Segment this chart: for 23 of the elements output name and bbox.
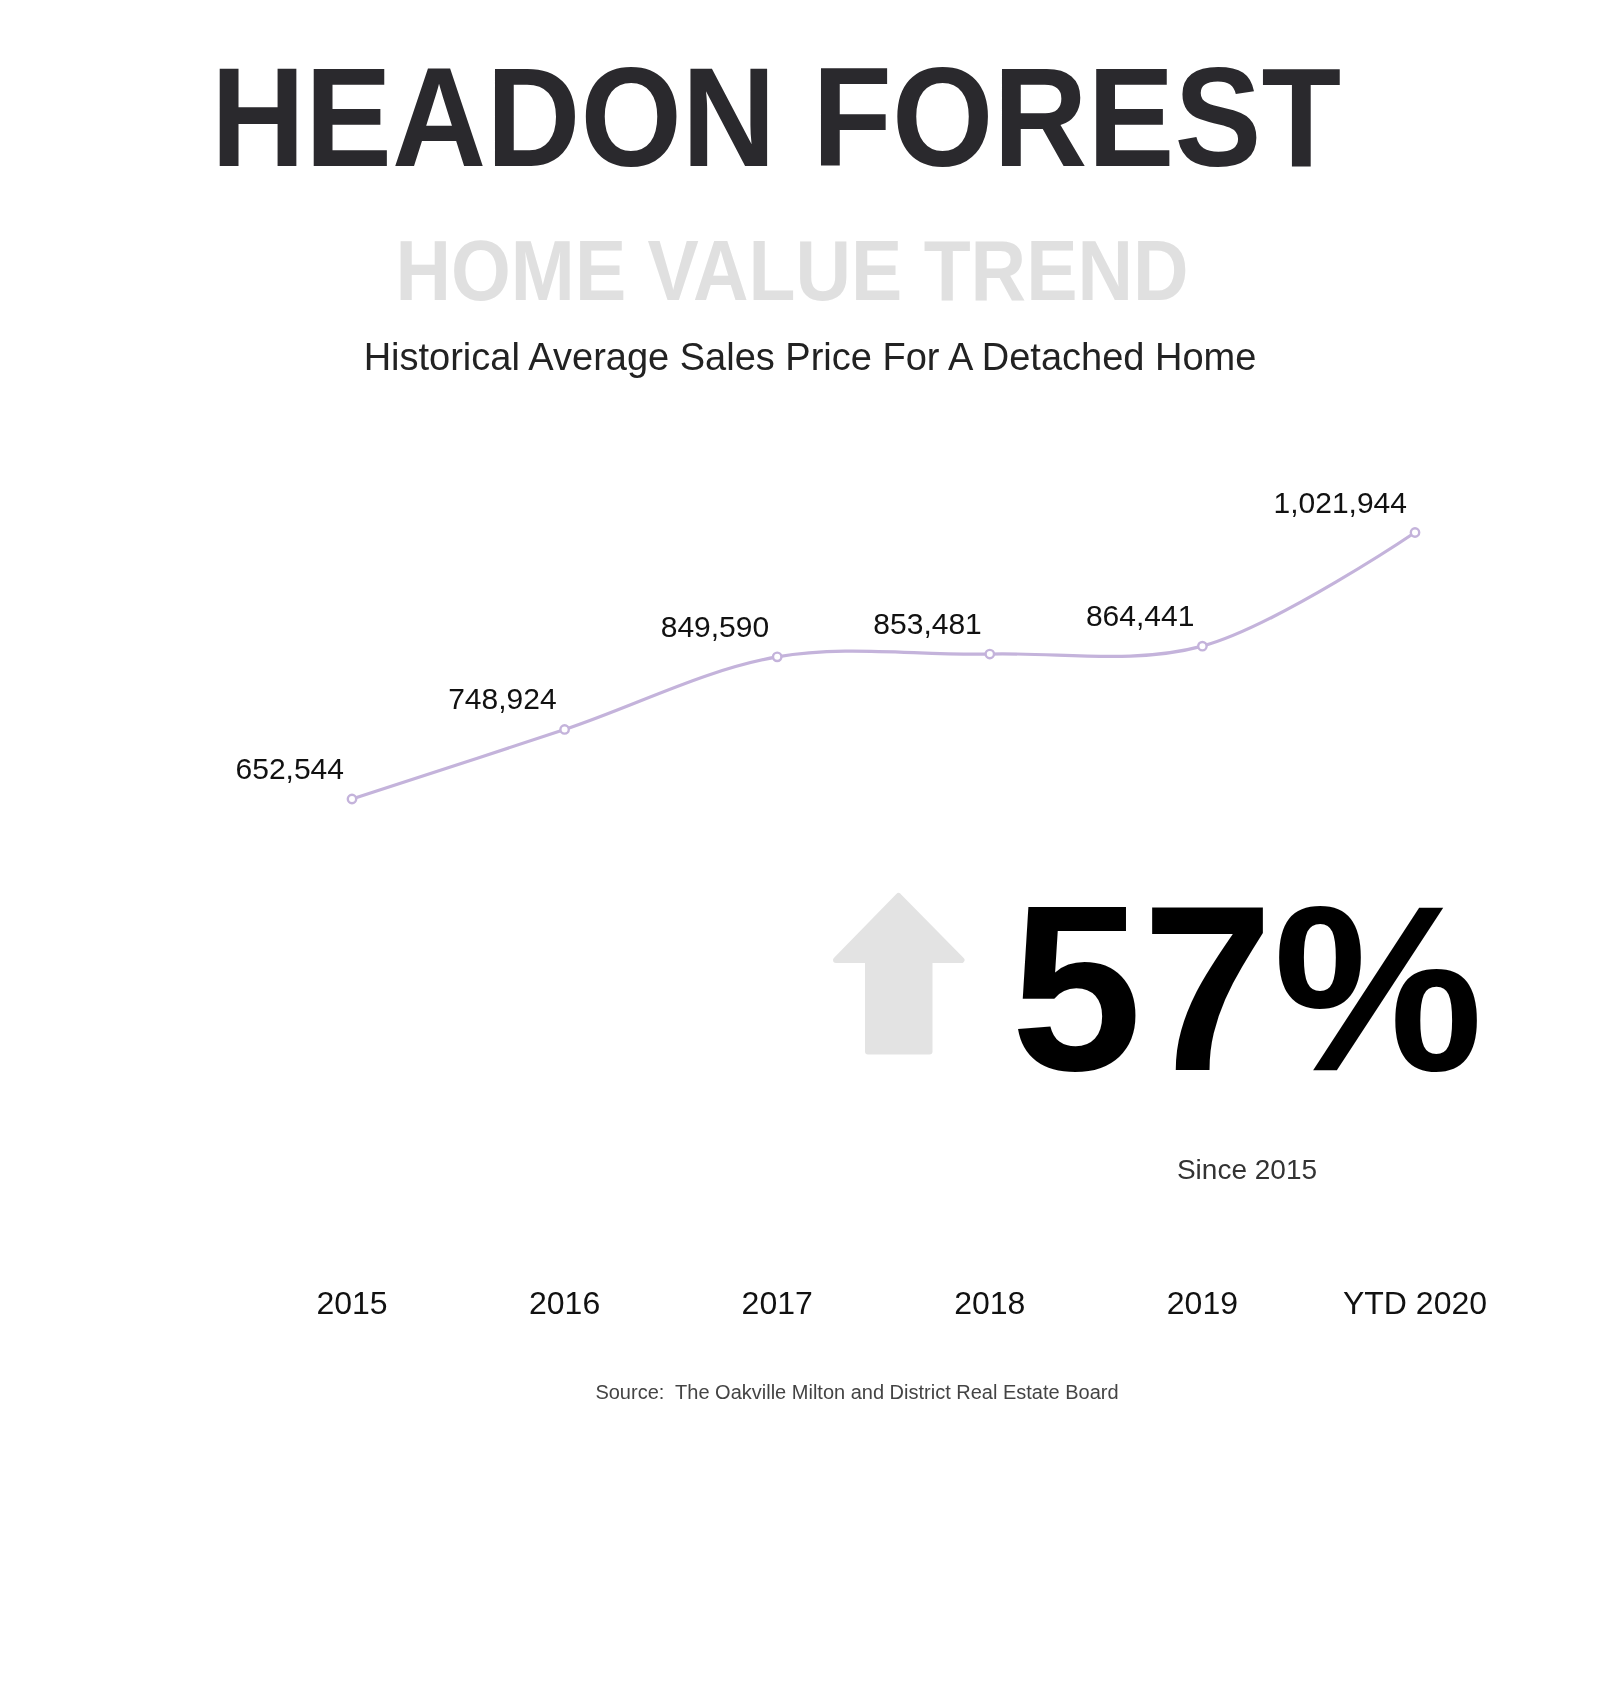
x-tick-label: 2015 [316,1285,388,1321]
x-tick-label: 2019 [1166,1285,1238,1321]
x-tick-label: 2016 [529,1285,601,1321]
data-label: 1,021,944 [1273,485,1407,519]
text: Historical Average Sales Price For A Detached Home [363,336,1257,378]
data-label: 652,544 [235,752,344,785]
x-tick-label: 2018 [954,1285,1026,1321]
x-tick-label: 2017 [741,1285,813,1321]
point [559,724,570,735]
source-note: Source: The Oakville Milton and District Real Estate Board [595,1381,1119,1403]
text: Since 2015 [1176,1154,1318,1185]
data-label: 864,441 [1085,599,1195,633]
x-tick-label: YTD 2020 [1342,1285,1488,1321]
data-label: 849,590 [660,609,770,643]
data-label: 748,924 [448,682,557,716]
point [771,651,783,663]
chart-title: HEADON FOREST [210,38,1342,197]
data-label: 853,481 [873,607,982,641]
text: 57% [1010,856,1484,1120]
point [346,793,358,805]
point [1409,527,1421,538]
point [1197,640,1208,652]
point [984,648,996,660]
